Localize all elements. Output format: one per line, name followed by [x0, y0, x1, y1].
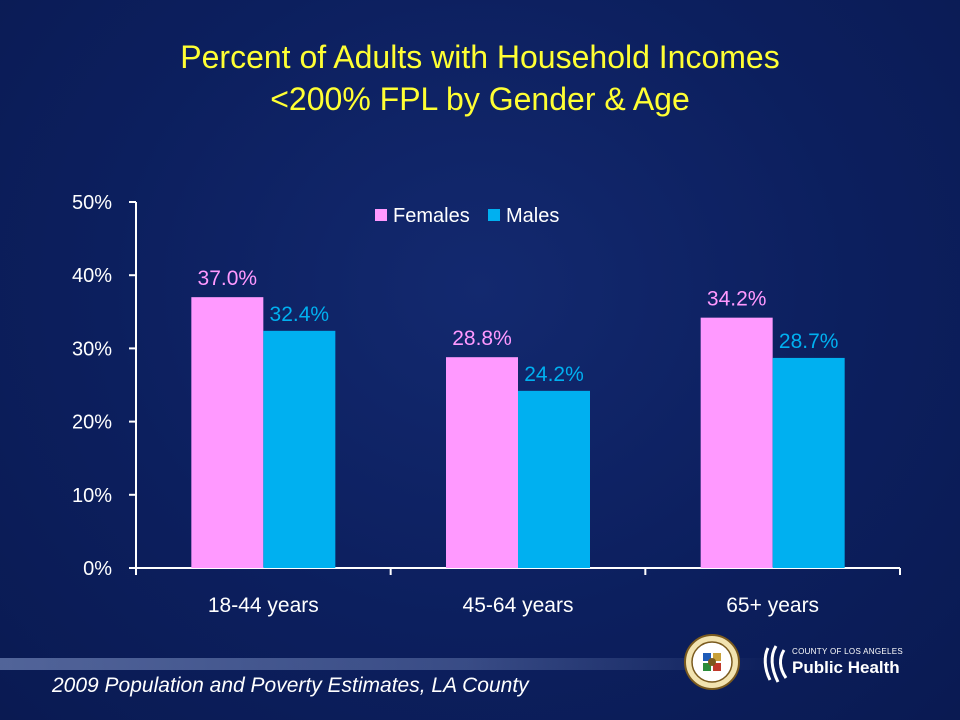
chart-title-line1: Percent of Adults with Household Incomes [180, 39, 780, 75]
data-label-males: 32.4% [270, 303, 330, 326]
x-tick-label: 18-44 years [208, 594, 319, 617]
data-label-males: 24.2% [524, 363, 584, 386]
bar-females [700, 317, 773, 568]
y-tick-label: 20% [72, 412, 112, 434]
y-tick-label: 30% [72, 338, 112, 360]
bar-chart: 0% 10% 20% 30% 40% 50% 37.0% 32.4% 18-44 years 28… [72, 192, 901, 617]
data-label-females: 37.0% [198, 267, 258, 290]
bar-males [518, 390, 590, 568]
legend-label-males: Males [506, 205, 559, 227]
public-health-logo: COUNTY OF LOS ANGELES Public Health [762, 644, 904, 684]
bar-females [191, 297, 264, 568]
y-tick-label: 0% [83, 558, 112, 580]
data-label-females: 28.8% [452, 327, 512, 350]
logo-county-text: COUNTY OF LOS ANGELES [792, 647, 904, 656]
y-tick-label: 40% [72, 265, 112, 287]
y-tick-label: 10% [72, 485, 112, 507]
legend-label-females: Females [393, 205, 470, 227]
legend-swatch-males [488, 209, 500, 221]
data-label-males: 28.7% [779, 330, 839, 353]
chart-title: Percent of Adults with Household Incomes… [40, 36, 920, 120]
footer-divider [0, 658, 780, 670]
source-note: 2009 Population and Poverty Estimates, L… [52, 674, 529, 697]
x-tick-label: 45-64 years [463, 594, 574, 617]
data-label-females: 34.2% [707, 288, 767, 311]
chart-title-line2: <200% FPL by Gender & Age [270, 81, 690, 117]
logo-public-health-text: Public Health [792, 658, 900, 677]
bar-males [263, 330, 336, 568]
bar-males [772, 357, 845, 568]
legend-swatch-females [375, 209, 387, 221]
x-tick-label: 65+ years [726, 594, 819, 617]
y-tick-label: 50% [72, 192, 112, 214]
bar-females [446, 357, 518, 568]
county-seal-icon [684, 634, 740, 690]
public-health-emblem-icon [763, 645, 788, 683]
